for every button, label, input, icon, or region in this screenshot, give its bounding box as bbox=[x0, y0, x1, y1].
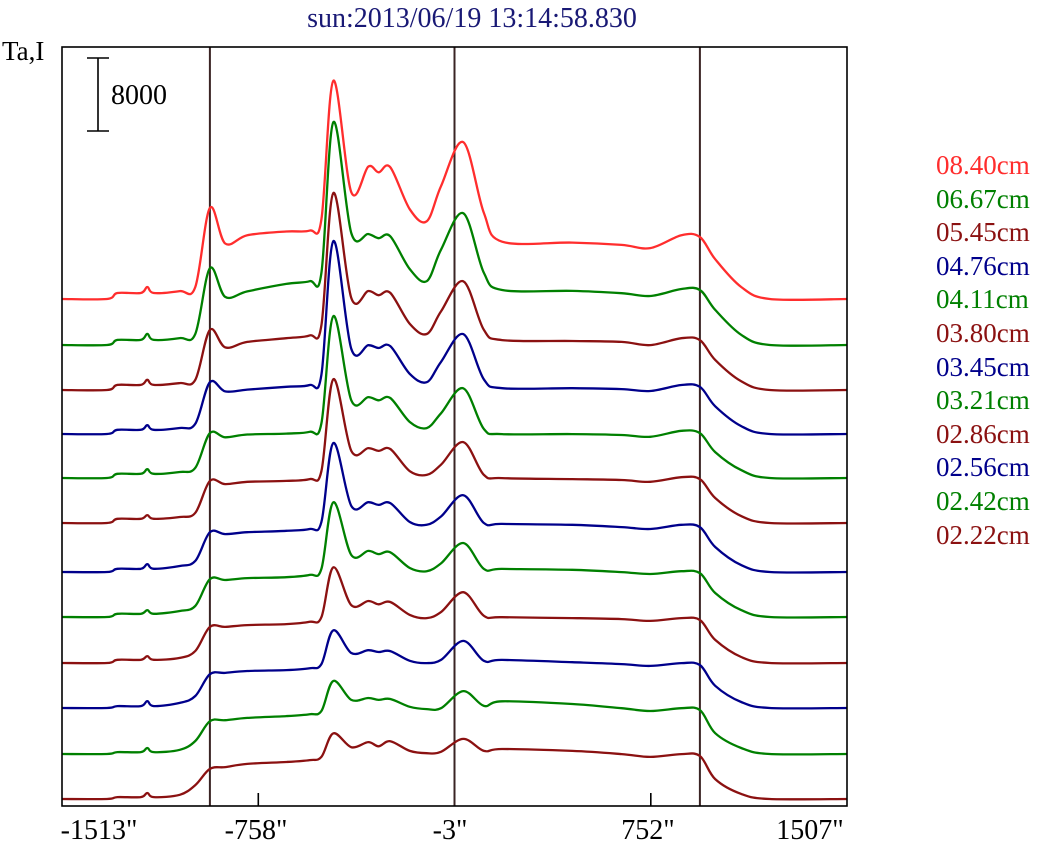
legend-item: 04.76cm bbox=[936, 250, 1030, 281]
scan-curve-03.80cm bbox=[61, 378, 848, 525]
scan-curve-02.86cm bbox=[61, 566, 848, 665]
scan-curve-06.67cm bbox=[61, 120, 848, 347]
scan-curve-04.76cm bbox=[61, 239, 848, 436]
legend-item: 08.40cm bbox=[936, 150, 1030, 180]
chart-title: sun:2013/06/19 13:14:58.830 bbox=[307, 3, 637, 34]
scan-curve-04.11cm bbox=[61, 314, 848, 480]
legend-item: 06.67cm bbox=[936, 183, 1030, 214]
legend-item: 02.56cm bbox=[936, 452, 1030, 483]
legend-item: 03.45cm bbox=[936, 351, 1030, 382]
legend-item: 05.45cm bbox=[936, 217, 1030, 248]
plot-frame bbox=[61, 46, 848, 807]
scan-curve-02.22cm bbox=[61, 732, 848, 801]
x-tick-label: 752" bbox=[621, 815, 675, 846]
scan-curve-03.45cm bbox=[61, 441, 848, 574]
legend-item: 02.22cm bbox=[936, 519, 1030, 550]
x-tick-label: 1507" bbox=[776, 815, 844, 846]
scan-curve-08.40cm bbox=[61, 79, 848, 302]
legend-item: 04.11cm bbox=[936, 284, 1029, 315]
x-tick-label: -3" bbox=[432, 815, 468, 846]
x-tick-label: -758" bbox=[224, 815, 288, 846]
legend-item: 02.42cm bbox=[936, 485, 1030, 516]
x-tick-label: -1513" bbox=[60, 815, 138, 846]
legend-item: 03.21cm bbox=[936, 385, 1030, 416]
legend-item: 02.86cm bbox=[936, 418, 1030, 449]
scan-curve-05.45cm bbox=[61, 191, 848, 392]
scale-bar-label: 8000 bbox=[111, 80, 167, 111]
wavelength-legend: 08.40cm 06.67cm 05.45cm 04.76cm 04.11cm … bbox=[936, 149, 1030, 552]
scan-curve-02.56cm bbox=[61, 629, 848, 710]
legend-item: 03.80cm bbox=[936, 317, 1030, 348]
scan-curve-02.42cm bbox=[61, 679, 848, 756]
scan-curve-03.21cm bbox=[61, 501, 848, 619]
y-axis-label: Ta,I bbox=[2, 36, 45, 66]
